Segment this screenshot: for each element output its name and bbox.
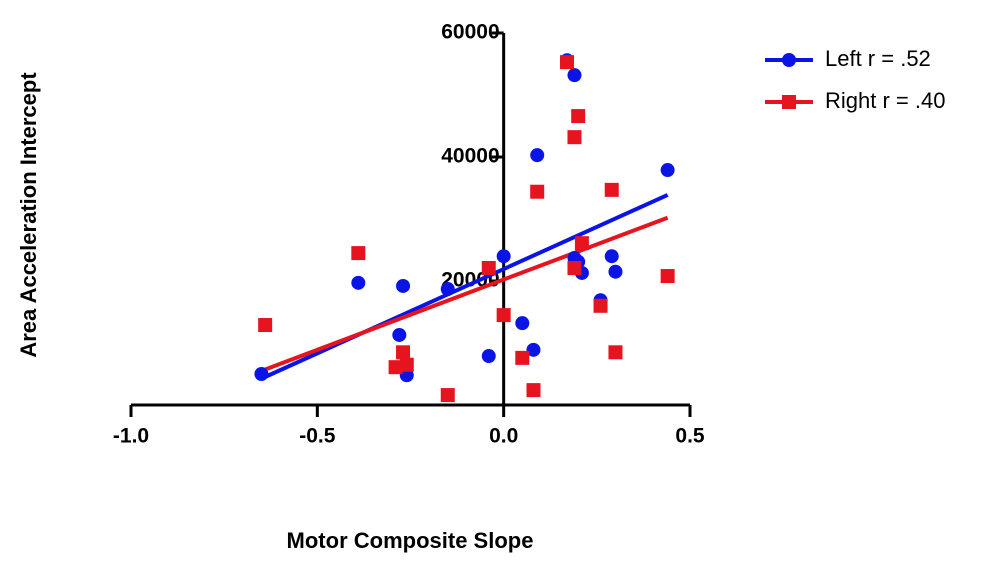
legend-label: Right r = .40: [825, 88, 945, 113]
point: [660, 163, 675, 178]
point: [351, 246, 366, 261]
point: [567, 260, 582, 275]
point: [660, 269, 675, 284]
point: [254, 367, 269, 381]
y-tick-label: 40000: [441, 145, 499, 168]
x-axis-title: Motor Composite Slope: [287, 528, 534, 553]
point: [560, 55, 575, 70]
point: [567, 68, 582, 83]
point: [593, 298, 608, 313]
point: [258, 318, 273, 333]
regression-line: [264, 215, 669, 372]
regression-line: [260, 193, 669, 381]
point: [526, 383, 541, 398]
point: [530, 184, 545, 199]
point: [571, 109, 586, 124]
point: [396, 345, 411, 360]
point: [608, 345, 623, 360]
point: [440, 388, 455, 403]
point: [392, 327, 407, 342]
y-tick-label: 60000: [441, 21, 499, 44]
x-tick-label: 0.0: [489, 425, 518, 448]
point: [567, 130, 582, 145]
point: [351, 275, 366, 290]
x-tick-label: -0.5: [299, 425, 336, 448]
point: [440, 282, 455, 297]
point: [496, 249, 511, 264]
point: [399, 368, 414, 383]
point: [515, 316, 530, 331]
point: [481, 260, 496, 275]
point: [530, 148, 545, 163]
point: [481, 349, 496, 364]
x-tick-label: 0.5: [675, 425, 705, 448]
legend-label: Left r = .52: [825, 46, 931, 71]
point: [388, 360, 403, 375]
point: [526, 342, 541, 357]
point: [496, 308, 511, 323]
point: [515, 350, 530, 365]
legend-marker: [782, 53, 796, 67]
point: [399, 357, 414, 372]
point: [604, 249, 619, 264]
point: [574, 236, 589, 251]
point: [604, 182, 619, 197]
point: [396, 278, 411, 293]
point: [608, 264, 623, 279]
x-tick-label: -1.0: [113, 425, 149, 448]
y-axis-title: Area Acceleration Intercept: [16, 72, 41, 358]
legend-marker: [782, 95, 796, 109]
